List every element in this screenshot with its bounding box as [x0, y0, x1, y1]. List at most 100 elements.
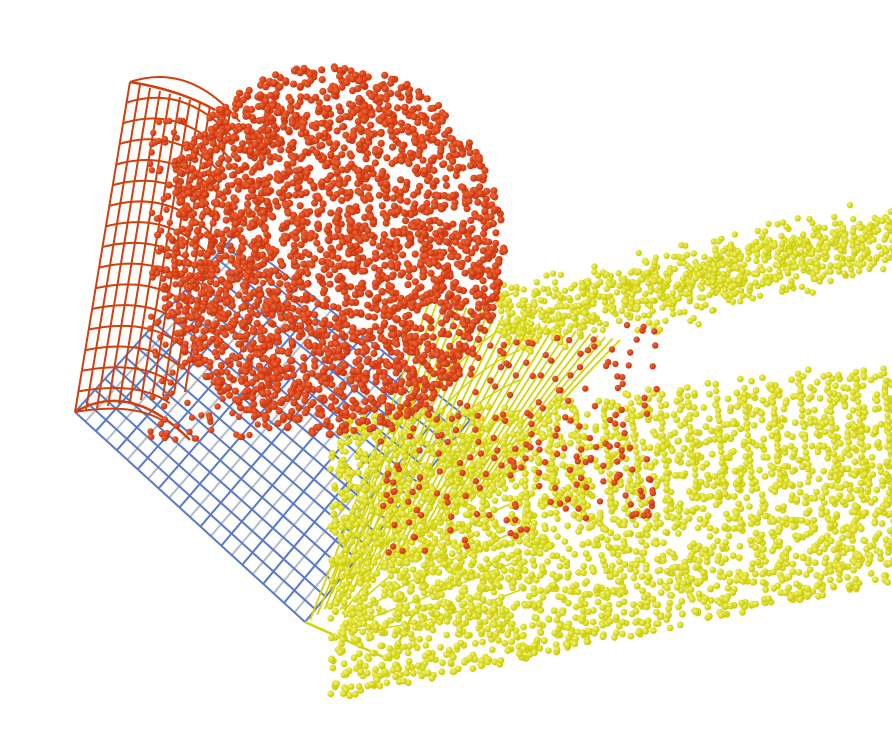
- particle: [837, 484, 845, 491]
- particle: [559, 452, 567, 460]
- particle: [759, 280, 766, 287]
- particle: [405, 440, 412, 448]
- particle: [173, 228, 181, 236]
- particle: [357, 450, 364, 457]
- particle: [348, 585, 356, 593]
- particle: [545, 289, 552, 297]
- particle: [529, 557, 537, 564]
- particle: [607, 529, 615, 537]
- particle: [609, 308, 616, 315]
- particle: [685, 403, 693, 410]
- particle: [828, 482, 836, 489]
- particle: [775, 262, 782, 270]
- particle: [393, 583, 401, 590]
- particle: [352, 485, 359, 492]
- particle: [361, 590, 368, 597]
- particle: [609, 505, 616, 513]
- particle: [841, 232, 848, 240]
- particle: [646, 444, 654, 452]
- particle: [882, 377, 890, 384]
- particle: [884, 412, 891, 419]
- particle: [689, 441, 696, 448]
- particle: [799, 463, 806, 471]
- particle: [629, 482, 637, 489]
- particle: [450, 504, 457, 511]
- particle: [595, 293, 603, 300]
- particle: [329, 363, 337, 371]
- particle: [355, 440, 362, 447]
- particle: [512, 318, 520, 326]
- particle: [815, 246, 822, 253]
- particle: [528, 571, 536, 579]
- particle: [401, 630, 408, 638]
- particle: [265, 173, 274, 181]
- particle: [615, 578, 623, 585]
- particle: [673, 583, 681, 591]
- particle: [522, 489, 530, 496]
- particle: [649, 307, 656, 315]
- particle: [678, 597, 686, 605]
- particle: [842, 237, 849, 244]
- particle: [864, 443, 872, 450]
- particle: [233, 311, 241, 319]
- particle: [373, 471, 381, 479]
- particle: [863, 425, 871, 433]
- particle: [378, 202, 386, 210]
- particle: [628, 300, 635, 307]
- particle: [340, 660, 348, 668]
- particle: [704, 471, 711, 479]
- particle: [796, 595, 804, 603]
- particle: [661, 456, 668, 464]
- particle: [539, 502, 547, 510]
- particle: [527, 348, 534, 355]
- particle: [425, 649, 432, 657]
- particle: [461, 588, 469, 595]
- particle: [385, 522, 393, 529]
- particle: [715, 407, 722, 414]
- particle: [835, 540, 843, 547]
- particle: [885, 218, 892, 225]
- particle: [439, 455, 446, 463]
- particle: [594, 583, 601, 591]
- particle: [711, 266, 719, 273]
- particle: [351, 547, 358, 555]
- particle: [659, 432, 666, 439]
- mesh-curve: [477, 334, 599, 497]
- particle: [395, 559, 403, 567]
- particle: [512, 414, 520, 422]
- particle: [758, 491, 766, 499]
- particle: [747, 457, 754, 464]
- particle: [658, 425, 665, 432]
- particle: [377, 495, 384, 503]
- particle: [396, 574, 403, 581]
- particle: [762, 273, 769, 281]
- particle: [512, 633, 520, 640]
- particle: [851, 248, 858, 255]
- particle: [602, 320, 609, 328]
- particle: [810, 526, 818, 533]
- particle: [849, 228, 856, 236]
- particle: [684, 392, 691, 400]
- particle: [743, 414, 750, 421]
- particle: [471, 640, 479, 647]
- particle: [390, 556, 397, 563]
- particle: [551, 279, 559, 286]
- particle: [731, 282, 738, 289]
- particle: [545, 585, 553, 593]
- particle: [696, 557, 703, 564]
- particle: [517, 494, 524, 502]
- particle: [549, 552, 557, 560]
- particle: [797, 387, 804, 394]
- particle: [732, 289, 740, 296]
- particle: [700, 569, 707, 577]
- particle: [633, 582, 641, 590]
- particle: [889, 237, 892, 244]
- particle: [883, 405, 890, 413]
- particle: [531, 466, 538, 473]
- particle: [546, 417, 553, 424]
- particle: [616, 558, 623, 566]
- particle: [884, 579, 892, 586]
- particle: [665, 605, 672, 613]
- particle: [497, 593, 505, 601]
